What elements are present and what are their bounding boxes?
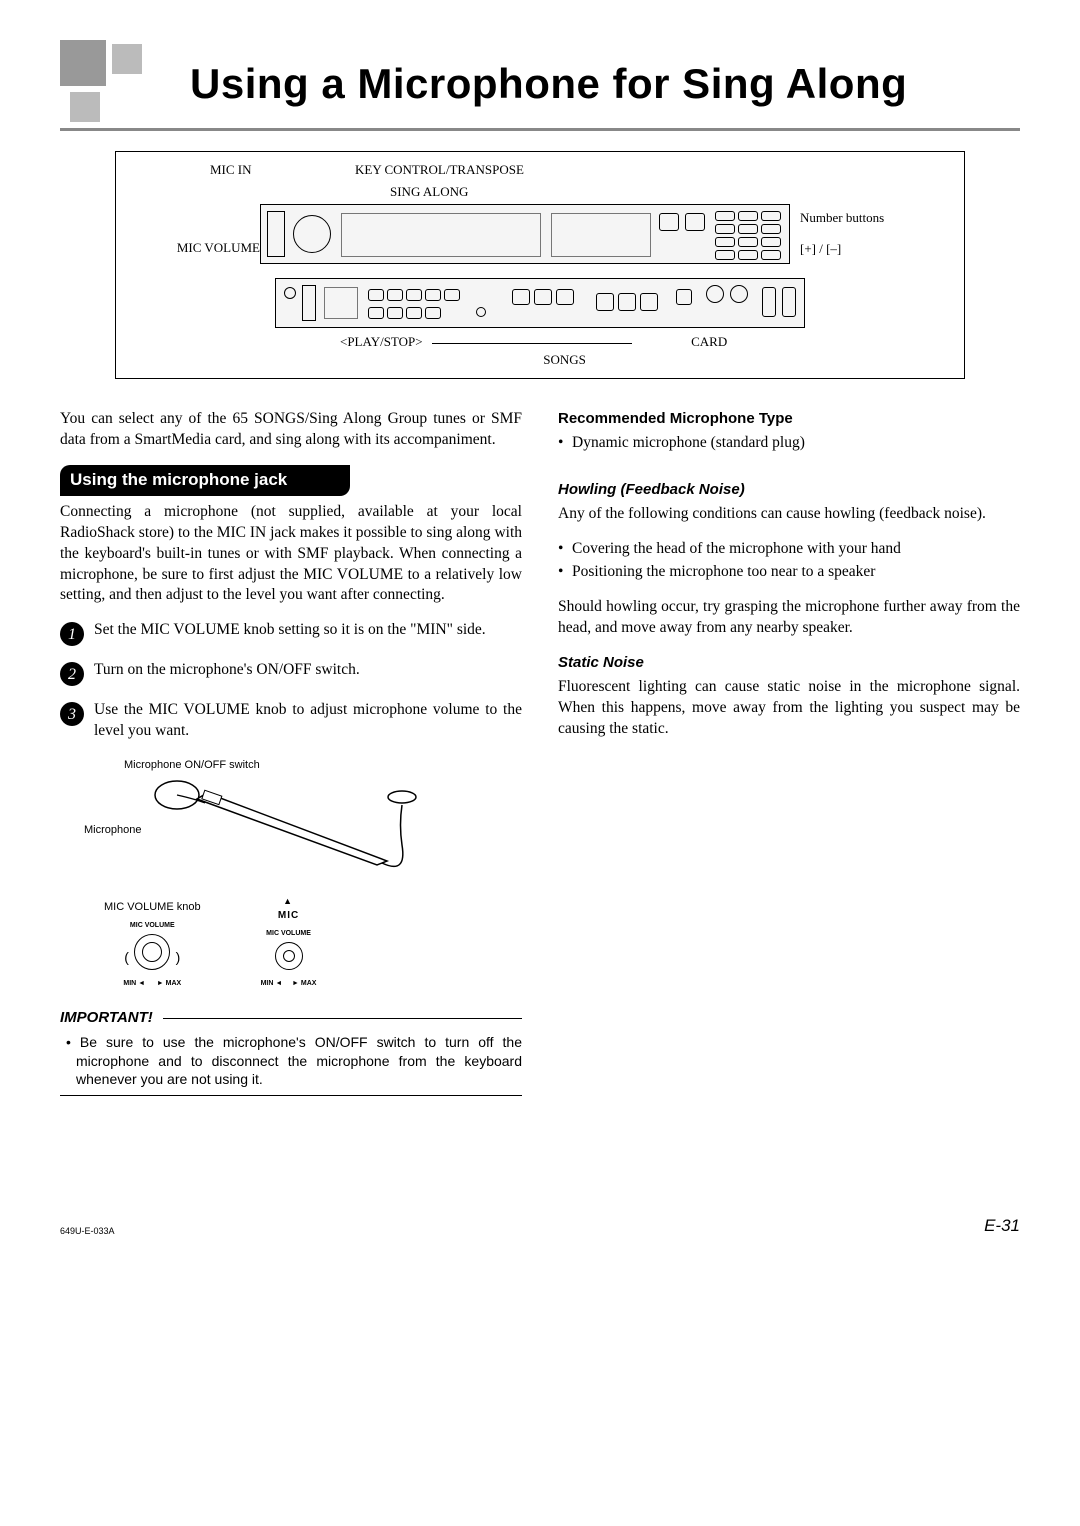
howling-item-1: Covering the head of the microphone with… xyxy=(558,539,1020,560)
important-header: IMPORTANT! xyxy=(60,1008,522,1028)
static-body: Fluorescent lighting can cause static no… xyxy=(558,677,1020,740)
mic-jack-icon xyxy=(275,942,303,970)
howling-body2: Should howling occur, try grasping the m… xyxy=(558,597,1020,639)
important-body: • Be sure to use the microphone's ON/OFF… xyxy=(60,1033,522,1090)
page-header: Using a Microphone for Sing Along xyxy=(60,40,1020,120)
knob-label: MIC VOLUME knob xyxy=(104,900,201,915)
step-badge-1: 1 xyxy=(60,622,84,646)
footer-right: E-31 xyxy=(984,1216,1020,1236)
kbd-panel-top xyxy=(260,204,790,264)
mic-svg xyxy=(147,775,447,885)
mic-label: Microphone xyxy=(84,823,141,838)
rec-mic-head: Recommended Microphone Type xyxy=(558,409,1020,429)
mic-illustration: Microphone ON/OFF switch Microphone MIC … xyxy=(84,758,522,988)
volume-knob-icon xyxy=(134,934,170,970)
diagram-label-card: CARD xyxy=(691,334,727,349)
diagram-label-singalong: SING ALONG xyxy=(390,184,468,200)
vol-caption: MIC VOLUME xyxy=(104,921,201,930)
step-2: 2 Turn on the microphone's ON/OFF switch… xyxy=(60,660,522,686)
step-1-text: Set the MIC VOLUME knob setting so it is… xyxy=(94,620,522,641)
diagram-label-keyctrl: KEY CONTROL/TRANSPOSE xyxy=(355,162,524,178)
title-rule xyxy=(60,128,1020,131)
page-footer: 649U-E-033A E-31 xyxy=(60,1216,1020,1236)
intro-text: You can select any of the 65 SONGS/Sing … xyxy=(60,409,522,451)
howling-item-2: Positioning the microphone too near to a… xyxy=(558,562,1020,583)
diagram-label-numbtn: Number buttons xyxy=(800,208,950,229)
kbd-panel-bottom xyxy=(275,278,805,328)
right-column: Recommended Microphone Type Dynamic micr… xyxy=(558,409,1020,1096)
jack-top: MIC xyxy=(261,909,317,923)
diagram-label-micvol: MIC VOLUME xyxy=(130,238,260,259)
diagram-label-songs: SONGS xyxy=(543,352,586,367)
step-3: 3 Use the MIC VOLUME knob to adjust micr… xyxy=(60,700,522,742)
section-using-mic-jack: Using the microphone jack xyxy=(60,465,350,496)
jack-caption: MIC VOLUME xyxy=(261,929,317,938)
step-badge-3: 3 xyxy=(60,702,84,726)
page-title: Using a Microphone for Sing Along xyxy=(190,60,907,108)
static-head: Static Noise xyxy=(558,653,1020,673)
switch-label: Microphone ON/OFF switch xyxy=(124,758,522,773)
diagram-label-playstop: <PLAY/STOP> xyxy=(340,334,423,349)
left-column: You can select any of the 65 SONGS/Sing … xyxy=(60,409,522,1096)
important-title: IMPORTANT! xyxy=(60,1008,153,1028)
corner-decor xyxy=(60,40,160,120)
howling-head: Howling (Feedback Noise) xyxy=(558,480,1020,500)
diagram-label-plusminus: [+] / [–] xyxy=(800,239,950,260)
footer-left: 649U-E-033A xyxy=(60,1226,115,1236)
important-rule xyxy=(60,1095,522,1096)
rec-mic-item: Dynamic microphone (standard plug) xyxy=(558,433,1020,454)
diagram-label-mic-in: MIC IN xyxy=(210,162,252,178)
section1-body: Connecting a microphone (not supplied, a… xyxy=(60,502,522,607)
step-3-text: Use the MIC VOLUME knob to adjust microp… xyxy=(94,700,522,742)
step-badge-2: 2 xyxy=(60,662,84,686)
step-2-text: Turn on the microphone's ON/OFF switch. xyxy=(94,660,522,681)
min-label: MIN xyxy=(123,980,136,987)
step-1: 1 Set the MIC VOLUME knob setting so it … xyxy=(60,620,522,646)
max-label: MAX xyxy=(166,980,182,987)
howling-body1: Any of the following conditions can caus… xyxy=(558,504,1020,525)
keyboard-diagram: MIC IN KEY CONTROL/TRANSPOSE SING ALONG … xyxy=(115,151,965,379)
